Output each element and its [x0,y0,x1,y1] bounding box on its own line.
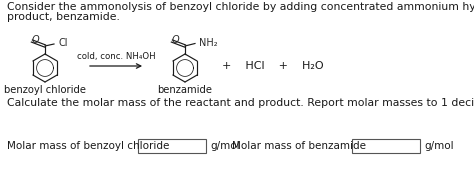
Text: benzamide: benzamide [157,85,212,95]
Text: Molar mass of benzamide: Molar mass of benzamide [232,141,366,151]
Text: NH₂: NH₂ [199,38,218,48]
Text: Cl: Cl [59,38,69,48]
Text: cold, conc. NH₄OH: cold, conc. NH₄OH [77,52,155,61]
Text: g/mol: g/mol [424,141,454,151]
Text: O: O [31,35,39,45]
Text: g/mol: g/mol [210,141,240,151]
Text: Consider the ammonolysis of benzoyl chloride by adding concentrated ammonium hyd: Consider the ammonolysis of benzoyl chlo… [7,2,474,12]
Text: Molar mass of benzoyl chloride: Molar mass of benzoyl chloride [7,141,169,151]
Bar [138,139,206,153]
Text: benzoyl chloride: benzoyl chloride [4,85,86,95]
Text: Calculate the molar mass of the reactant and product. Report molar masses to 1 d: Calculate the molar mass of the reactant… [7,98,474,108]
Bar [352,139,420,153]
Text: +    HCl    +    H₂O: + HCl + H₂O [222,61,324,71]
Text: product, benzamide.: product, benzamide. [7,12,120,22]
Text: O: O [171,35,179,45]
